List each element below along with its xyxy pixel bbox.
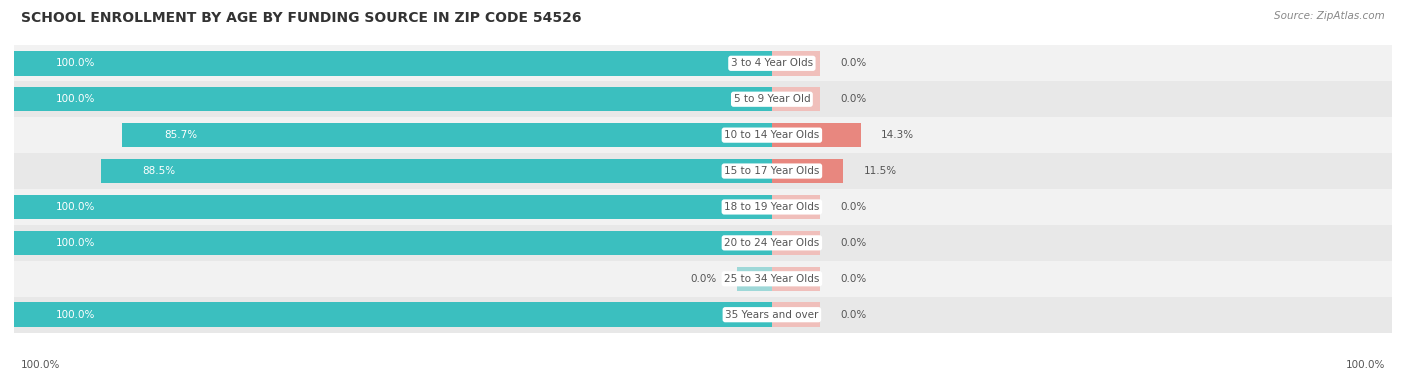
Text: 25 to 34 Year Olds: 25 to 34 Year Olds: [724, 274, 820, 284]
Bar: [772, 87, 820, 112]
Bar: [772, 231, 820, 255]
Text: 100.0%: 100.0%: [55, 94, 94, 104]
Bar: [101, 159, 772, 183]
Bar: [14, 231, 772, 255]
Text: Source: ZipAtlas.com: Source: ZipAtlas.com: [1274, 11, 1385, 21]
Text: 88.5%: 88.5%: [142, 166, 176, 176]
Text: SCHOOL ENROLLMENT BY AGE BY FUNDING SOURCE IN ZIP CODE 54526: SCHOOL ENROLLMENT BY AGE BY FUNDING SOUR…: [21, 11, 582, 25]
Text: 20 to 24 Year Olds: 20 to 24 Year Olds: [724, 238, 820, 248]
Text: 100.0%: 100.0%: [55, 310, 94, 320]
Text: 35 Years and over: 35 Years and over: [725, 310, 818, 320]
Bar: [14, 153, 1392, 189]
Text: 0.0%: 0.0%: [841, 238, 868, 248]
Bar: [14, 195, 772, 219]
Text: 100.0%: 100.0%: [55, 238, 94, 248]
Bar: [14, 117, 1392, 153]
Text: 0.0%: 0.0%: [841, 202, 868, 212]
Bar: [14, 81, 1392, 117]
Bar: [14, 45, 1392, 81]
Bar: [772, 266, 820, 291]
Bar: [772, 302, 820, 327]
Bar: [14, 189, 1392, 225]
Text: 100.0%: 100.0%: [55, 58, 94, 68]
Text: 18 to 19 Year Olds: 18 to 19 Year Olds: [724, 202, 820, 212]
Text: 15 to 17 Year Olds: 15 to 17 Year Olds: [724, 166, 820, 176]
Text: 14.3%: 14.3%: [882, 130, 914, 140]
Bar: [14, 87, 772, 112]
Text: 100.0%: 100.0%: [1346, 361, 1385, 370]
Text: 0.0%: 0.0%: [841, 310, 868, 320]
Bar: [122, 123, 772, 147]
Bar: [14, 261, 1392, 297]
Text: 10 to 14 Year Olds: 10 to 14 Year Olds: [724, 130, 820, 140]
Text: 11.5%: 11.5%: [863, 166, 897, 176]
Text: 100.0%: 100.0%: [21, 361, 60, 370]
Text: 5 to 9 Year Old: 5 to 9 Year Old: [734, 94, 810, 104]
Text: 0.0%: 0.0%: [841, 58, 868, 68]
Text: 100.0%: 100.0%: [55, 202, 94, 212]
Text: 3 to 4 Year Olds: 3 to 4 Year Olds: [731, 58, 813, 68]
Bar: [772, 159, 844, 183]
Bar: [14, 297, 1392, 333]
Bar: [738, 266, 772, 291]
Text: 0.0%: 0.0%: [841, 94, 868, 104]
Bar: [772, 51, 820, 76]
Bar: [14, 302, 772, 327]
Bar: [14, 225, 1392, 261]
Bar: [14, 51, 772, 76]
Text: 85.7%: 85.7%: [163, 130, 197, 140]
Text: 0.0%: 0.0%: [690, 274, 717, 284]
Text: 0.0%: 0.0%: [841, 274, 868, 284]
Bar: [772, 123, 860, 147]
Bar: [772, 195, 820, 219]
